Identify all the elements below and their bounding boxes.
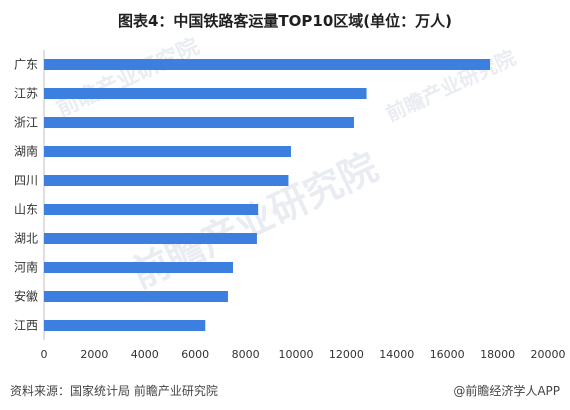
bar-8	[44, 291, 228, 302]
x-tick-label: 18000	[480, 348, 515, 361]
bar-0	[44, 59, 491, 70]
x-tick-label: 14000	[379, 348, 414, 361]
x-tick-label: 16000	[430, 348, 465, 361]
bar-5	[44, 204, 259, 215]
y-tick-label: 江西	[14, 319, 38, 333]
y-tick-label: 湖北	[14, 231, 38, 246]
x-tick-label: 8000	[232, 348, 260, 361]
y-tick-label: 安徽	[14, 289, 38, 304]
y-tick-label: 浙江	[14, 116, 38, 130]
x-tick-label: 0	[41, 348, 48, 361]
x-tick-label: 20000	[531, 348, 566, 361]
bar-9	[44, 320, 206, 331]
chart-title: 图表4：中国铁路客运量TOP10区域(单位：万人)	[117, 12, 452, 30]
bar-4	[44, 175, 289, 186]
x-tick-label: 6000	[181, 348, 209, 361]
x-tick-label: 12000	[329, 348, 364, 361]
x-tick-label: 2000	[80, 348, 108, 361]
x-tick-label: 10000	[279, 348, 314, 361]
x-tick-label: 4000	[131, 348, 159, 361]
brand-note: @前瞻经济学人APP	[453, 384, 560, 398]
bar-3	[44, 146, 291, 157]
y-tick-label: 河南	[14, 260, 38, 275]
y-tick-label: 山东	[14, 203, 38, 217]
bar-1	[44, 88, 367, 99]
y-tick-label: 湖南	[14, 144, 38, 159]
y-tick-label: 江苏	[14, 87, 38, 101]
bar-7	[44, 262, 233, 273]
bar-6	[44, 233, 257, 244]
y-tick-label: 四川	[14, 174, 38, 188]
source-note: 资料来源：国家统计局 前瞻产业研究院	[10, 384, 218, 398]
y-tick-label: 广东	[14, 58, 38, 72]
bar-2	[44, 117, 354, 128]
